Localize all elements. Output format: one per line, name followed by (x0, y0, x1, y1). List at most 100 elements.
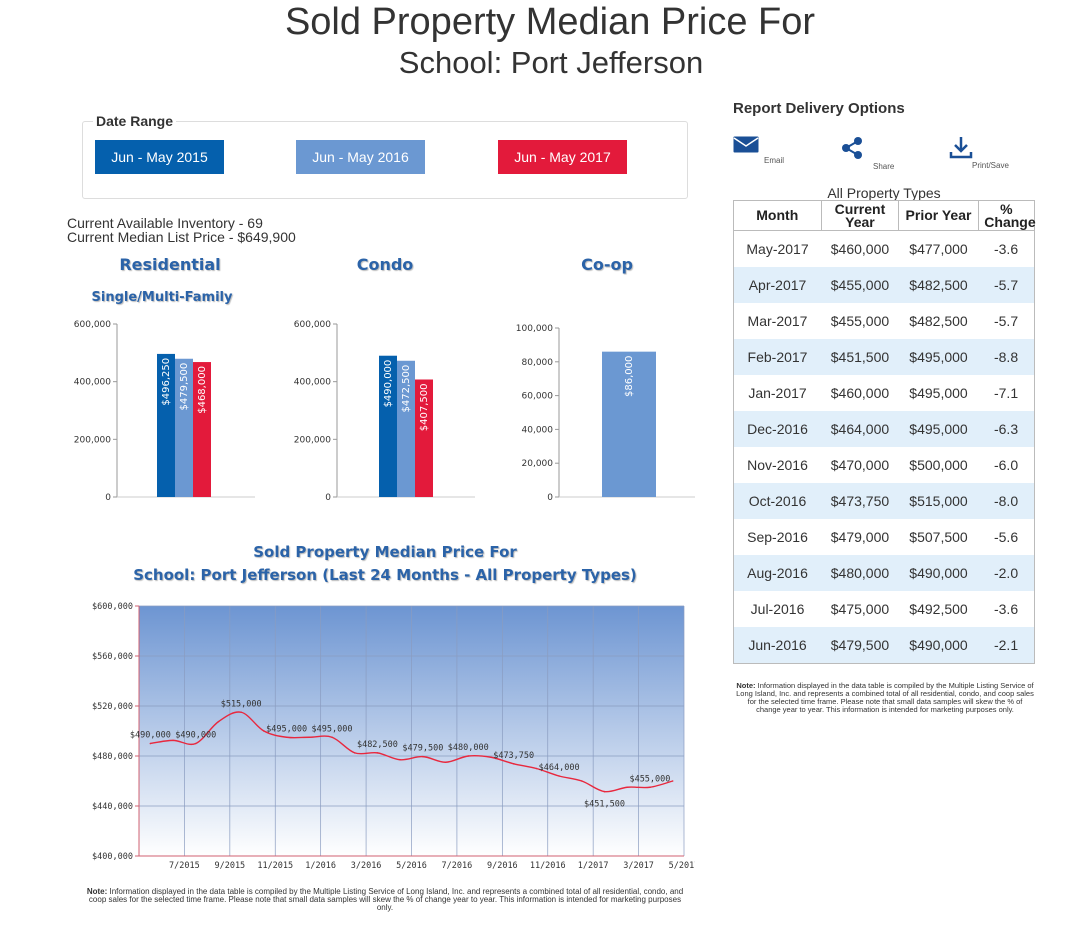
data-point (467, 755, 470, 757)
x-tick-label: 9/2016 (487, 861, 518, 871)
data-table: Month Current Year Prior Year % Change M… (733, 200, 1036, 664)
point-value-label: $495,000 (266, 724, 307, 734)
table-note-text: Information displayed in the data table … (736, 681, 1034, 714)
share-label: Share (873, 162, 895, 171)
cell-current-year: $473,750 (821, 483, 899, 519)
y-tick-label: 0 (325, 493, 331, 503)
cell-prior-year: $500,000 (909, 457, 968, 473)
data-point (649, 786, 651, 789)
y-tick-label: 200,000 (74, 435, 111, 445)
point-value-label: $495,000 (312, 724, 353, 734)
print-save-option[interactable]: Print/Save (948, 135, 1018, 170)
cell-month: Aug-2016 (733, 555, 822, 591)
y-tick-label: 400,000 (294, 378, 331, 388)
cell-current-year: $460,000 (830, 385, 890, 401)
cell-current-year: $479,500 (821, 627, 899, 664)
share-icon (842, 137, 862, 159)
table-row: Apr-2017 $455,000 $482,500 -5.7 (733, 267, 1036, 303)
cell-current-year: $451,500 (821, 339, 899, 375)
cell-month: Dec-2016 (733, 411, 822, 447)
y-tick-label: 40,000 (522, 425, 554, 435)
data-point (581, 780, 583, 782)
point-value-label: $455,000 (629, 774, 670, 784)
data-point (603, 790, 606, 793)
cell-change: -8.8 (978, 339, 1036, 375)
point-value-label: $515,000 (221, 699, 262, 709)
data-point (422, 755, 424, 758)
x-tick-label: 7/2016 (442, 861, 473, 871)
data-point (376, 752, 379, 754)
data-point (263, 730, 265, 732)
cell-month: Jan-2017 (733, 375, 822, 411)
data-point (172, 739, 174, 742)
cell-prior-year: $490,000 (898, 555, 979, 591)
y-tick-label: 80,000 (522, 358, 554, 368)
bar-value-label: $86,000 (624, 356, 635, 397)
print-save-label: Print/Save (972, 161, 1009, 170)
download-icon (949, 137, 973, 159)
email-label: Email (764, 156, 785, 165)
data-point (353, 752, 356, 754)
y-tick-label: 600,000 (74, 320, 111, 330)
x-tick-label: 5/2016 (396, 861, 427, 871)
header-current-year: Current Year (820, 200, 900, 231)
table-row: Aug-2016 $480,000 $490,000 -2.0 (733, 555, 1036, 591)
data-point (490, 756, 492, 759)
table-row: Sep-2016 $479,000 $507,500 -5.6 (733, 519, 1036, 555)
line-chart-subtitle: School: Port Jefferson (Last 24 Months -… (133, 566, 637, 584)
y-tick-label: $560,000 (92, 652, 133, 662)
table-row: Jan-2017 $460,000 $495,000 -7.1 (733, 375, 1036, 411)
point-value-label: $480,000 (448, 743, 489, 753)
coop-chart-title: Co-op (581, 255, 633, 274)
table-row: Feb-2017 $451,500 $495,000 -8.8 (733, 339, 1036, 375)
y-tick-label: $480,000 (92, 752, 133, 762)
range-2017-button[interactable]: Jun - May 2017 (498, 140, 627, 174)
data-point (308, 736, 311, 739)
condo-bar-chart: 0 200,000 400,000 600,000 $490,000 $472,500 $4… (294, 320, 475, 503)
table-row: Jun-2016 $479,500 $490,000 -2.1 (733, 627, 1036, 664)
price-line-chart: $400,000 $440,000 $480,000 $520,000 $560,000… (92, 602, 695, 871)
cell-change: -2.1 (978, 627, 1036, 664)
cell-month: Jun-2016 (733, 627, 822, 664)
data-point (535, 767, 538, 770)
table-row: May-2017 $460,000 $477,000 -3.6 (733, 230, 1036, 267)
range-2015-button[interactable]: Jun - May 2015 (95, 140, 224, 174)
header-month: Month (733, 200, 822, 231)
x-tick-label: 11/2016 (530, 861, 566, 871)
point-value-label: $479,500 (402, 744, 443, 754)
header-prior-year: Prior Year (898, 200, 979, 231)
inventory-info: Current Available Inventory - 69 Current… (67, 216, 296, 244)
cell-month: Sep-2016 (733, 519, 822, 555)
x-tick-label: 3/2016 (351, 861, 382, 871)
data-point (512, 763, 515, 765)
data-table-wrap: Month Current Year Prior Year % Change M… (733, 200, 1036, 664)
data-point (331, 736, 333, 739)
bar (379, 355, 397, 497)
table-row: Oct-2016 $473,750 $515,000 -8.0 (733, 483, 1036, 519)
x-tick-label: 7/2015 (169, 861, 200, 871)
bar-value-label: $479,500 (179, 363, 190, 411)
bar-value-label: $472,500 (401, 365, 412, 413)
x-tick-label: 1/2016 (305, 861, 336, 871)
bar (397, 360, 415, 497)
share-option[interactable]: Share (840, 136, 900, 171)
point-value-label: $464,000 (539, 763, 580, 773)
y-tick-label: 200,000 (294, 435, 331, 445)
cell-change: -3.6 (978, 230, 1036, 267)
x-tick-label: 9/2015 (214, 861, 245, 871)
data-point (444, 761, 447, 764)
bar-value-label: $490,000 (383, 360, 394, 408)
envelope-icon (733, 136, 759, 153)
x-tick-label: 1/2017 (578, 861, 609, 871)
y-tick-label: 60,000 (522, 392, 554, 402)
email-option[interactable]: Email (733, 136, 793, 165)
cell-current-year: $480,000 (821, 555, 899, 591)
y-tick-label: 0 (105, 493, 111, 503)
page-subtitle: School: Port Jefferson (398, 45, 704, 80)
cell-prior-year: $482,500 (898, 267, 979, 303)
page-title: Sold Property Median Price For (284, 1, 816, 43)
data-point (626, 786, 629, 789)
date-range-box (82, 121, 688, 199)
range-2016-button[interactable]: Jun - May 2016 (296, 140, 425, 174)
x-tick-label: 5/2017 (669, 861, 695, 871)
